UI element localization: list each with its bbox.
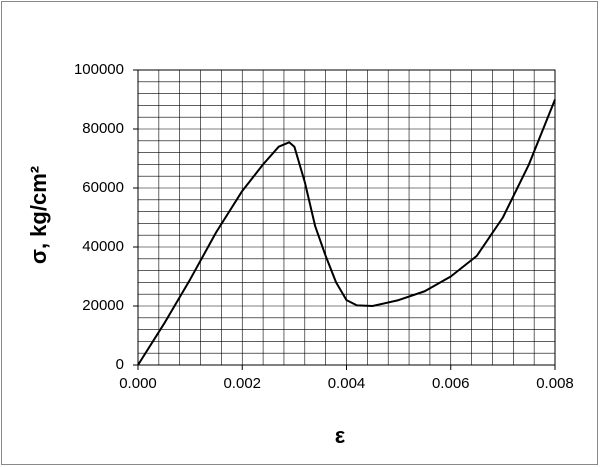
x-tick-label: 0.002 <box>223 375 261 392</box>
y-tick-label: 100000 <box>74 61 124 78</box>
x-tick-label: 0.008 <box>536 375 574 392</box>
y-tick-label: 80000 <box>82 120 124 137</box>
x-axis-title: ε <box>335 423 346 448</box>
y-tick-label: 40000 <box>82 238 124 255</box>
y-axis-title: σ, kg/cm² <box>26 166 51 264</box>
y-tick-label: 0 <box>116 356 124 373</box>
x-tick-label: 0.000 <box>119 375 157 392</box>
grid <box>137 69 556 366</box>
y-tick-label: 20000 <box>82 297 124 314</box>
data-line <box>137 99 556 366</box>
x-tick-label: 0.004 <box>328 375 366 392</box>
x-tick-label: 0.006 <box>432 375 470 392</box>
y-tick-label: 60000 <box>82 179 124 196</box>
